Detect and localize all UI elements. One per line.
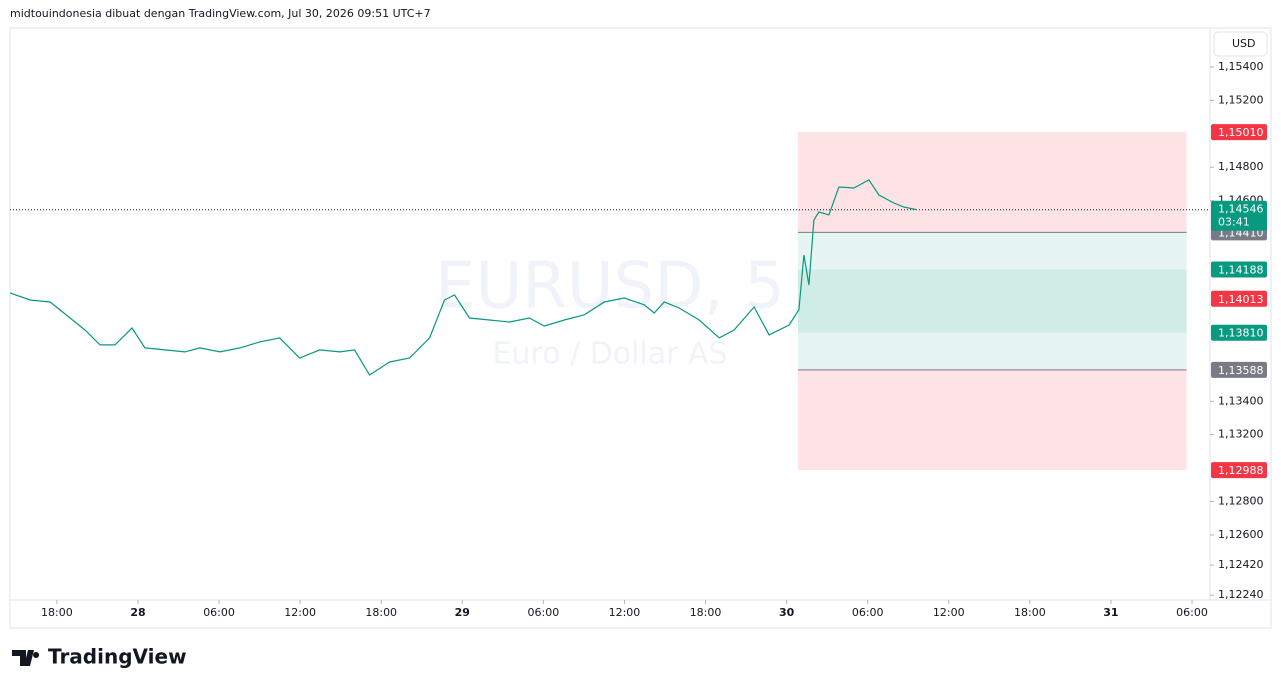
price-marker bbox=[1211, 261, 1267, 278]
x-tick-label: 31 bbox=[1103, 606, 1118, 619]
countdown: 03:41 bbox=[1218, 216, 1250, 229]
x-tick-label: 06:00 bbox=[203, 606, 235, 619]
stop-zone bbox=[797, 132, 1187, 233]
x-tick-label: 18:00 bbox=[41, 606, 73, 619]
y-tick-label: 1,14800 bbox=[1218, 160, 1264, 173]
y-tick-label: 1,15400 bbox=[1218, 60, 1264, 73]
x-tick-label: 30 bbox=[779, 606, 795, 619]
price-marker-label: 1,14188 bbox=[1218, 264, 1264, 277]
frame bbox=[9, 27, 1272, 629]
current-price-label: 1,14546 bbox=[1218, 203, 1264, 216]
x-tick-label: 06:00 bbox=[528, 606, 560, 619]
price-marker bbox=[1211, 290, 1267, 307]
current-price-marker bbox=[1211, 200, 1267, 231]
price-marker-label: 1,12988 bbox=[1218, 464, 1264, 477]
x-tick-label: 28 bbox=[130, 606, 145, 619]
price-marker bbox=[1211, 324, 1267, 341]
watermark-subtitle: Euro / Dollar AS bbox=[492, 337, 727, 372]
price-line bbox=[9, 179, 917, 376]
price-marker-label: 1,13588 bbox=[1218, 364, 1264, 377]
y-tick-label: 1,12800 bbox=[1218, 495, 1264, 508]
y-tick-label: 1,12240 bbox=[1218, 588, 1264, 601]
currency-button[interactable] bbox=[1213, 31, 1268, 57]
x-tick-label: 06:00 bbox=[1176, 606, 1208, 619]
y-tick-label: 1,12420 bbox=[1218, 558, 1264, 571]
stop-zone bbox=[797, 369, 1187, 471]
target-zone bbox=[797, 269, 1187, 370]
price-marker bbox=[1211, 462, 1267, 479]
y-tick-label: 1,15200 bbox=[1218, 93, 1264, 106]
y-tick-label: 1,12600 bbox=[1218, 528, 1264, 541]
x-tick-label: 18:00 bbox=[365, 606, 397, 619]
x-tick-label: 18:00 bbox=[690, 606, 722, 619]
brand: TradingView bbox=[48, 645, 187, 669]
x-tick-label: 06:00 bbox=[852, 606, 884, 619]
y-tick-label: 1,13400 bbox=[1218, 394, 1264, 407]
x-tick-label: 12:00 bbox=[284, 606, 316, 619]
price-marker-label: 1,15010 bbox=[1218, 126, 1264, 139]
y-tick-label: 1,13200 bbox=[1218, 428, 1264, 441]
x-tick-label: 29 bbox=[455, 606, 470, 619]
price-marker bbox=[1211, 361, 1267, 378]
x-tick-label: 18:00 bbox=[1014, 606, 1046, 619]
x-tick-label: 12:00 bbox=[933, 606, 965, 619]
target-zone bbox=[797, 232, 1187, 333]
currency[interactable]: USD bbox=[1232, 37, 1256, 50]
price-marker-label: 1,13810 bbox=[1218, 327, 1264, 340]
plot bbox=[9, 132, 1210, 471]
watermark: EURUSD, 5 bbox=[435, 250, 785, 324]
header: midtouindonesia dibuat dengan TradingVie… bbox=[10, 7, 431, 20]
x-tick-label: 12:00 bbox=[609, 606, 641, 619]
price-marker bbox=[1211, 124, 1267, 141]
price-marker-label: 1,14013 bbox=[1218, 293, 1264, 306]
brand-logo bbox=[12, 650, 40, 666]
